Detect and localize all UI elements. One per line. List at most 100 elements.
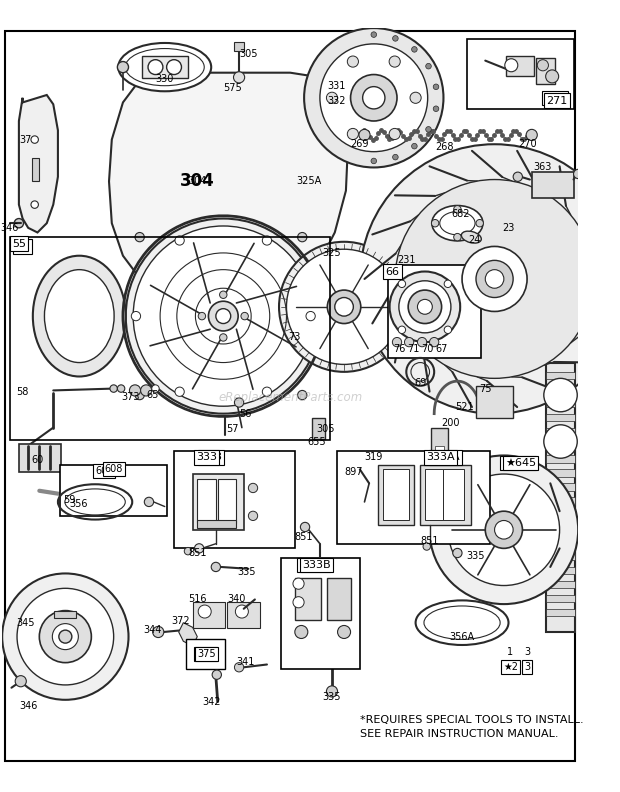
- Text: 70: 70: [422, 344, 434, 353]
- Circle shape: [433, 84, 439, 89]
- Text: ★2: ★2: [503, 662, 518, 672]
- Bar: [546, 470, 575, 477]
- Circle shape: [306, 311, 315, 321]
- Text: 67: 67: [435, 344, 448, 353]
- Circle shape: [454, 206, 461, 213]
- Circle shape: [326, 92, 337, 103]
- Circle shape: [298, 390, 307, 400]
- Circle shape: [363, 86, 385, 109]
- Text: 231: 231: [397, 255, 415, 265]
- Circle shape: [426, 127, 432, 132]
- Text: 851: 851: [295, 532, 313, 543]
- Bar: [506, 56, 534, 76]
- Text: 373: 373: [121, 392, 140, 402]
- Circle shape: [392, 154, 398, 160]
- Circle shape: [52, 623, 78, 649]
- Circle shape: [304, 28, 443, 167]
- Circle shape: [301, 523, 309, 531]
- Text: 37: 37: [19, 135, 32, 145]
- Text: 608: 608: [104, 464, 123, 474]
- Circle shape: [15, 676, 26, 687]
- Circle shape: [326, 686, 337, 697]
- Circle shape: [17, 588, 113, 685]
- Text: 73: 73: [289, 332, 301, 341]
- Text: 356A: 356A: [450, 632, 475, 642]
- Circle shape: [262, 236, 272, 245]
- Bar: [388, 265, 480, 358]
- Circle shape: [110, 385, 117, 392]
- Circle shape: [234, 72, 245, 83]
- Circle shape: [371, 32, 376, 37]
- Circle shape: [219, 291, 227, 299]
- Circle shape: [395, 180, 594, 379]
- Text: 23: 23: [502, 223, 515, 233]
- Circle shape: [286, 249, 402, 364]
- Circle shape: [433, 106, 439, 112]
- Text: 65: 65: [146, 390, 159, 400]
- Text: 521: 521: [456, 402, 474, 412]
- Text: 68: 68: [388, 269, 401, 280]
- Circle shape: [426, 63, 432, 69]
- Text: 346: 346: [1, 223, 19, 233]
- Circle shape: [219, 333, 227, 341]
- Text: 897: 897: [344, 467, 363, 478]
- Circle shape: [198, 312, 206, 320]
- Text: eReplacementParts.com: eReplacementParts.com: [218, 391, 362, 405]
- Text: 325: 325: [322, 248, 341, 258]
- Circle shape: [241, 312, 249, 320]
- Bar: [546, 386, 575, 393]
- Circle shape: [293, 578, 304, 589]
- Bar: [193, 474, 244, 530]
- Bar: [432, 428, 448, 483]
- Bar: [546, 372, 575, 379]
- Circle shape: [14, 219, 24, 228]
- Polygon shape: [109, 73, 348, 293]
- Circle shape: [513, 172, 523, 181]
- Text: 69: 69: [414, 378, 427, 388]
- Circle shape: [31, 201, 38, 208]
- Circle shape: [430, 337, 439, 347]
- Circle shape: [544, 425, 577, 459]
- Text: ★645: ★645: [505, 458, 536, 468]
- Bar: [337, 451, 490, 544]
- Circle shape: [444, 326, 451, 333]
- Circle shape: [236, 605, 249, 618]
- Circle shape: [417, 299, 432, 314]
- Bar: [60, 465, 167, 516]
- Circle shape: [398, 280, 405, 287]
- Text: 3: 3: [524, 662, 530, 672]
- Text: 333A: 333A: [431, 452, 459, 463]
- Circle shape: [347, 56, 358, 67]
- Text: 60: 60: [32, 455, 43, 465]
- Circle shape: [234, 663, 244, 672]
- Text: 74: 74: [391, 272, 403, 282]
- Circle shape: [350, 74, 397, 121]
- Bar: [218, 478, 236, 524]
- Bar: [420, 465, 471, 525]
- Circle shape: [117, 62, 128, 73]
- Circle shape: [279, 242, 409, 372]
- Bar: [546, 413, 575, 421]
- Text: 375: 375: [197, 649, 216, 659]
- Text: 333: 333: [196, 452, 217, 463]
- Circle shape: [31, 136, 38, 143]
- Circle shape: [392, 337, 402, 347]
- Bar: [435, 446, 445, 465]
- Text: 305: 305: [316, 425, 335, 435]
- Text: 341: 341: [236, 657, 255, 667]
- Bar: [141, 56, 188, 78]
- Bar: [281, 558, 360, 669]
- Bar: [546, 363, 575, 632]
- Text: 608: 608: [95, 466, 113, 476]
- Text: 325A: 325A: [296, 177, 321, 186]
- Text: 24: 24: [468, 235, 481, 245]
- Circle shape: [444, 280, 451, 287]
- Ellipse shape: [45, 269, 114, 363]
- Ellipse shape: [440, 211, 475, 234]
- Circle shape: [216, 309, 231, 324]
- Text: 3: 3: [524, 647, 530, 657]
- Bar: [197, 520, 236, 528]
- Circle shape: [148, 59, 163, 74]
- Text: 356: 356: [69, 499, 87, 508]
- Text: 655: 655: [307, 436, 326, 447]
